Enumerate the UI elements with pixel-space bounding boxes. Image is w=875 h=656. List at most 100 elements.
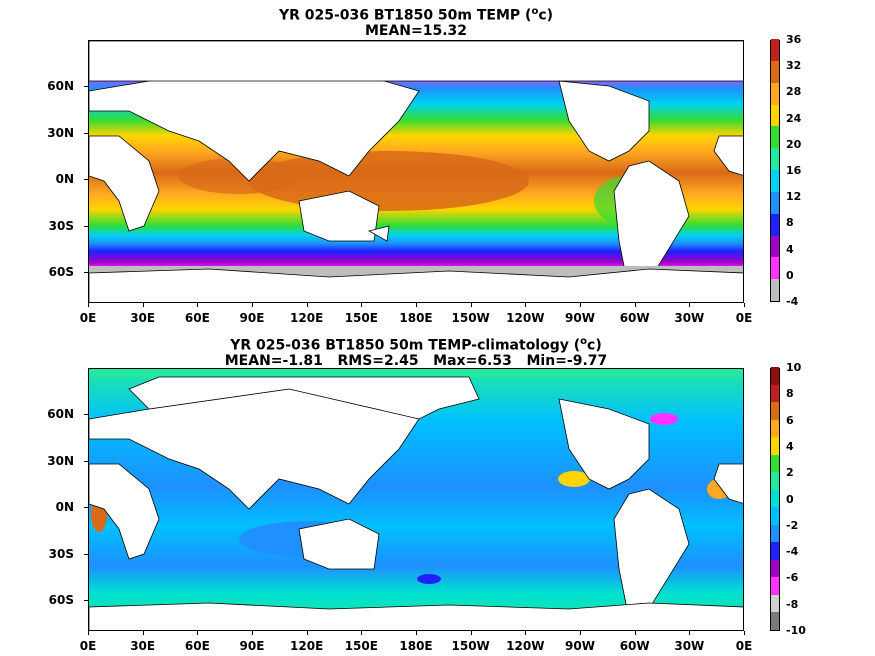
colorbar-tick-label: 12 [786, 190, 802, 204]
y-tick-mark [84, 414, 88, 416]
colorbar-segment [771, 256, 779, 280]
colorbar-segment [771, 366, 779, 385]
x-tick-label: 60W [619, 311, 650, 325]
x-tick-mark [580, 303, 581, 307]
colorbar-tick-label: 16 [786, 164, 802, 177]
colorbar-tick-label: 10 [786, 361, 802, 374]
x-tick-label: 0E [735, 311, 753, 325]
colorbar-segment [771, 506, 779, 525]
colorbar-segment [771, 38, 779, 61]
colorbar-tick-label: -6 [786, 571, 799, 585]
y-tick-mark [84, 272, 88, 274]
colorbar-tick-label: 20 [786, 137, 802, 151]
title-stats: MEAN=-1.81 RMS=2.45 Max=6.53 Min=-9.77 [224, 352, 608, 369]
title-line1: YR 025-036 BT1850 50m TEMP ( [278, 7, 532, 24]
colorbar-segment [771, 541, 779, 560]
x-tick-mark [361, 303, 363, 307]
x-tick-label: 60E [184, 311, 210, 325]
x-tick-mark [416, 303, 417, 307]
x-tick-label: 120W [506, 311, 545, 325]
x-tick-label: 180E [399, 639, 433, 653]
x-tick-mark [252, 303, 253, 307]
x-tick-mark [634, 303, 636, 307]
x-tick-mark [525, 631, 527, 635]
y-tick-mark [84, 132, 88, 134]
panel-top-title: YR 025-036 BT1850 50m TEMP (oc) MEAN=15.… [88, 4, 744, 39]
x-tick-label: 0E [79, 639, 97, 653]
colorbar-segment [771, 169, 779, 192]
y-tick-mark [84, 86, 88, 88]
y-tick-mark [84, 179, 88, 181]
y-tick-label: 60N [47, 79, 74, 94]
y-tick-label: 0N [55, 500, 74, 515]
x-tick-label: 30E [130, 311, 156, 325]
y-tick-label: 60S [48, 265, 74, 280]
colorbar-tick-label: 6 [786, 413, 794, 427]
x-tick-label: 90W [565, 311, 595, 325]
colorbar-segment [771, 147, 779, 170]
x-tick-mark [744, 631, 745, 635]
colorbar-tick-label: 4 [786, 439, 794, 453]
x-tick-label: 150E [344, 311, 378, 325]
land-top [89, 41, 743, 292]
y-tick-label: 60S [48, 593, 74, 608]
x-tick-label: 60E [184, 639, 210, 653]
y-tick-mark [84, 460, 88, 462]
title-stats: MEAN=15.32 [364, 22, 468, 39]
x-tick-mark [142, 303, 144, 307]
colorbar-segment [771, 419, 779, 438]
x-tick-mark [525, 303, 527, 307]
x-tick-label: 120E [290, 639, 324, 653]
x-tick-label: 150W [451, 639, 490, 653]
colorbar-segment [771, 384, 779, 403]
land-bottom [89, 369, 743, 630]
title-unit: c) [538, 7, 554, 24]
colorbar-tick-label: 4 [786, 242, 794, 256]
map-top [88, 40, 744, 303]
title-degree: o [580, 336, 588, 347]
colorbar-segment [771, 401, 779, 420]
x-tick-label: 0E [735, 639, 753, 653]
title-line1: YR 025-036 BT1850 50m TEMP-climatology ( [230, 337, 581, 354]
y-tick-mark [84, 225, 88, 227]
x-tick-mark [197, 303, 199, 307]
y-tick-label: 30S [48, 546, 74, 561]
colorbar-segment [771, 278, 779, 301]
x-tick-mark [197, 631, 199, 635]
x-tick-label: 90E [239, 311, 265, 325]
x-tick-mark [744, 303, 745, 307]
x-tick-label: 180E [399, 311, 433, 325]
y-tick-label: 30N [47, 453, 74, 468]
colorbar-tick-label: 8 [786, 216, 794, 230]
colorbar-segment [771, 104, 779, 127]
colorbar-tick-label: -4 [786, 295, 799, 308]
colorbar-tick-label: -2 [786, 518, 799, 532]
y-tick-label: 60N [47, 407, 74, 422]
x-tick-label: 0E [79, 311, 97, 325]
colorbar-tick-label: 24 [786, 111, 802, 125]
y-tick-mark [84, 600, 88, 602]
x-tick-mark [634, 631, 636, 635]
colorbar-tick-label: 32 [786, 59, 802, 73]
x-tick-mark [306, 631, 308, 635]
x-tick-mark [361, 631, 363, 635]
colorbar-tick-label: 0 [786, 492, 794, 506]
colorbar-top [770, 38, 780, 302]
x-tick-mark [689, 303, 691, 307]
colorbar-segment [771, 471, 779, 490]
x-tick-mark [88, 631, 89, 635]
title-unit: c) [587, 337, 602, 354]
x-tick-label: 150W [451, 311, 490, 325]
x-tick-mark [470, 631, 472, 635]
colorbar-tick-label: -8 [786, 597, 799, 611]
colorbar-segment [771, 611, 779, 630]
x-tick-label: 120W [506, 639, 545, 653]
x-tick-mark [142, 631, 144, 635]
colorbar-segment [771, 235, 779, 258]
map-top-field [89, 41, 743, 302]
y-tick-label: 30S [48, 218, 74, 233]
colorbar-tick-label: -10 [786, 624, 806, 637]
x-tick-label: 120E [290, 311, 324, 325]
colorbar-tick-label: 28 [786, 85, 802, 99]
map-bottom-field [89, 369, 743, 630]
